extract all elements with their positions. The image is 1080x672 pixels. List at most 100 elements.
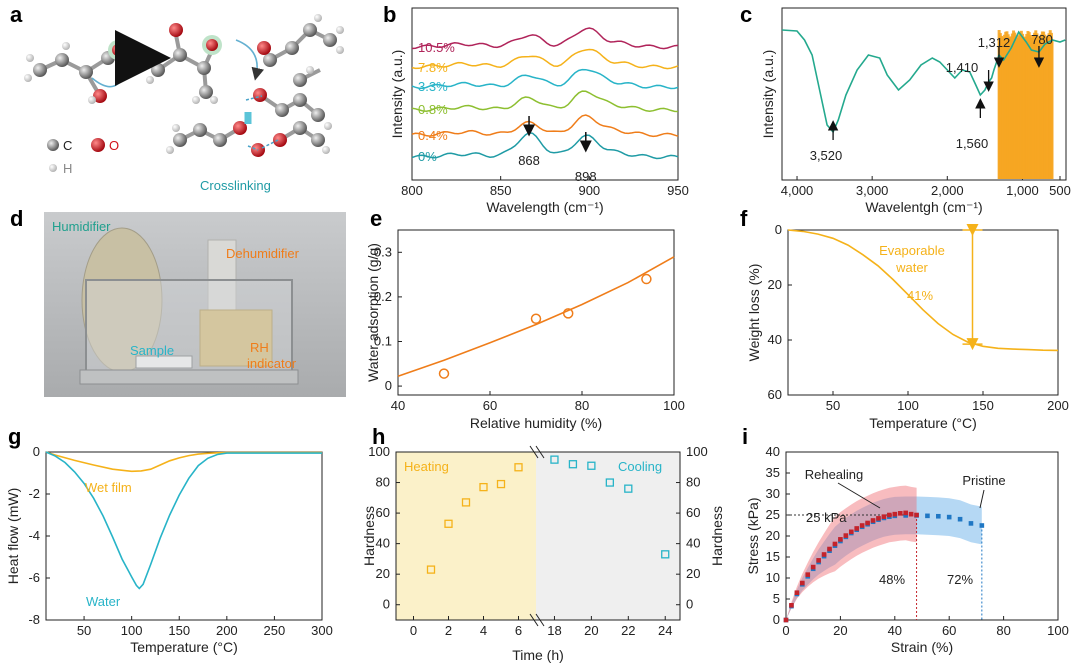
spectrum-line: [411, 68, 679, 90]
data-point: [854, 526, 860, 531]
x-axis-label: Temperature (°C): [869, 415, 977, 431]
data-point: [810, 564, 816, 570]
legend-o: O: [109, 138, 119, 153]
y-right-tick-label: 100: [686, 444, 708, 459]
dehumidifier-device: [199, 309, 273, 367]
y-tick-label: 5: [773, 591, 780, 606]
series-label: Cooling: [618, 459, 662, 474]
x-tick-label: 150: [972, 398, 994, 413]
peak-label: 868: [518, 153, 540, 168]
y-tick-label: 20: [766, 528, 780, 543]
x-tick-label: 50: [77, 623, 91, 638]
hydrogen-atom-icon: [49, 164, 57, 172]
panel-label-c: c: [740, 2, 752, 27]
x-tick-label: 18: [547, 623, 561, 638]
x-tick-label: 800: [401, 183, 423, 198]
data-point: [903, 513, 908, 518]
x-axis-label: Relative humidity (%): [470, 415, 602, 431]
data-point: [805, 572, 811, 577]
y-right-tick-label: 40: [686, 536, 700, 551]
x-tick-label: 100: [663, 398, 685, 413]
panel-label-e: e: [370, 206, 382, 231]
indicator-label: indicator: [247, 356, 297, 371]
x-tick-label: 250: [264, 623, 286, 638]
plot-frame: [781, 7, 1067, 181]
peak-label: 3,520: [810, 148, 843, 163]
series-0%: 0%: [411, 132, 679, 164]
data-point: [925, 513, 930, 519]
data-point: [530, 313, 542, 324]
oxygen-atom-icon: [91, 138, 105, 152]
annotation: 41%: [907, 288, 933, 303]
y-tick-label: 0: [773, 612, 780, 627]
axis-break: [535, 613, 545, 627]
leader-line: [979, 489, 985, 509]
chart-b: 800 850 900 950 Wavelength (cm⁻¹) Intensity (…: [389, 7, 689, 215]
x-tick-label: 950: [667, 183, 689, 198]
data-point: [587, 461, 596, 470]
x-tick-label: 2,000: [931, 183, 964, 198]
x-tick-label: 100: [897, 398, 919, 413]
spectrum-line: [411, 27, 679, 50]
axis-break: [529, 613, 539, 627]
chart-g: 50 100 150 200 250 300 0 -2 -4 -6 -8 Temperature (°…: [5, 444, 333, 655]
leader-line: [837, 482, 881, 509]
y-tick-label: 15: [766, 549, 780, 564]
spectrum-line: [411, 114, 679, 138]
y-tick-label: 60: [768, 387, 782, 402]
x-axis-label: Strain (%): [891, 639, 953, 655]
band-bar: [1050, 41, 1054, 180]
panel-label-b: b: [383, 2, 396, 27]
x-axis-label: Wavelength (cm⁻¹): [486, 199, 603, 215]
data-point: [444, 519, 453, 528]
x-tick-label: 100: [121, 623, 143, 638]
data-point: [832, 541, 838, 547]
y-left-tick-label: 0: [383, 597, 390, 612]
series-label: Pristine: [962, 473, 1005, 488]
spectrum-line: [411, 90, 679, 113]
data-point: [641, 273, 652, 285]
data-point: [968, 521, 974, 526]
series-label: 7.8%: [418, 60, 448, 75]
y-tick-label: 0: [33, 444, 40, 459]
data-point: [496, 479, 506, 489]
y-tick-label: 35: [766, 465, 780, 480]
x-tick-label: 850: [490, 183, 512, 198]
x-tick-label: 0: [782, 623, 789, 638]
y-tick-label: 0.2: [374, 289, 392, 304]
series-0.4%: 0.4%: [411, 114, 679, 143]
y-axis-label: Heat flow (mW): [5, 488, 21, 584]
y-tick-label: 20: [768, 277, 782, 292]
data-point: [816, 558, 821, 563]
x-tick-label: 40: [391, 398, 405, 413]
y-axis-label: Intensity (a.u.): [389, 50, 405, 139]
chart-h: 0 2 4 6 18 20 22 24020406080100020406080100Time…: [361, 444, 725, 663]
y-right-tick-label: 80: [686, 475, 700, 490]
orange-band: [997, 30, 1054, 180]
data-point: [881, 514, 887, 519]
series-label: Heating: [404, 459, 449, 474]
y-tick-label: -2: [28, 486, 40, 501]
y-tick-label: 0.1: [374, 333, 392, 348]
series-10.5%: 10.5%: [411, 27, 679, 55]
molecule-illustration: [24, 14, 344, 157]
panel-label-i: i: [742, 424, 748, 449]
panel-a: a: [10, 2, 344, 193]
x-axis-label: Time (h): [512, 647, 564, 663]
peak-label: 1,312: [978, 35, 1011, 50]
atom-legend: C O H: [47, 138, 119, 176]
data-point: [479, 482, 488, 492]
data-point: [838, 537, 843, 542]
data-point: [800, 580, 805, 586]
x-tick-label: 150: [168, 623, 190, 638]
data-point: [897, 511, 903, 516]
data-point: [661, 550, 670, 559]
carbon-atom-icon: [47, 139, 59, 151]
data-point: [903, 510, 908, 516]
data-point: [865, 520, 870, 526]
x-axis-label: Temperature (°C): [130, 639, 238, 655]
heating-region: [396, 452, 536, 620]
y-left-tick-label: 40: [376, 536, 390, 551]
data-point: [887, 512, 892, 518]
